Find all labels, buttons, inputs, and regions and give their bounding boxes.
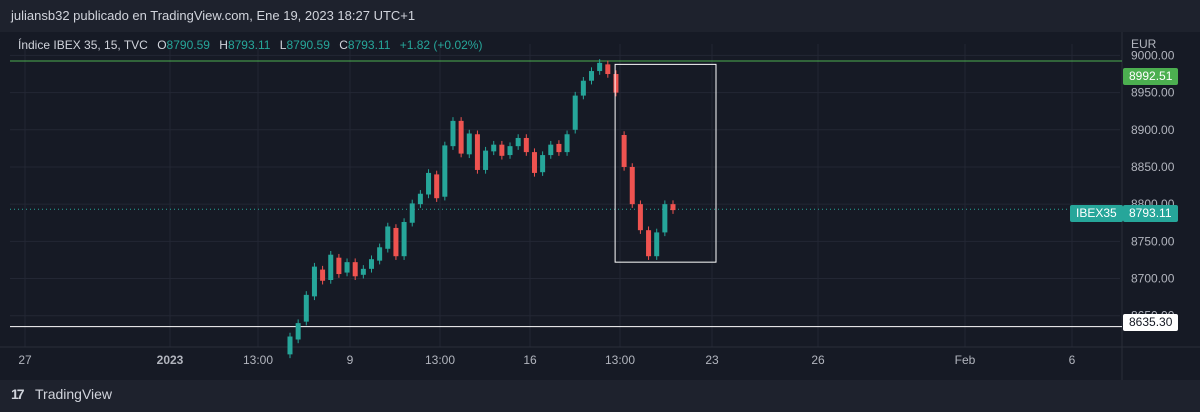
candle-body [605, 64, 611, 75]
candle-body [442, 145, 448, 197]
resistance-price-tag: 8992.51 [1123, 68, 1179, 85]
candle-body [629, 166, 635, 205]
candle-body [556, 143, 562, 153]
candle-body [654, 232, 660, 257]
last-price-tag: 8793.11 [1123, 205, 1178, 222]
candle-body [434, 174, 440, 199]
tradingview-brand[interactable]: 17 TradingView [11, 386, 112, 402]
x-tick-label: 9 [347, 353, 354, 367]
symbol-tag: IBEX35 [1070, 205, 1123, 222]
candle-body [393, 227, 399, 257]
candle-body [368, 259, 374, 269]
publish-header: juliansb32 publicado en TradingView.com,… [0, 0, 1200, 32]
candle-body [523, 137, 529, 153]
x-tick-label: Feb [955, 353, 976, 367]
candle-body [613, 74, 619, 93]
candle-body [531, 152, 537, 173]
candle-body [540, 155, 546, 173]
candle-body [287, 336, 293, 355]
candle-body [572, 95, 578, 130]
candle-body [646, 230, 652, 257]
brand-label: TradingView [35, 386, 113, 402]
candle-body [474, 134, 480, 170]
highlight-box [614, 63, 717, 263]
price-chart[interactable]: 8650.008700.008750.008800.008850.008900.… [0, 0, 1200, 380]
candle-body [483, 150, 489, 170]
candle-body [426, 172, 432, 195]
legend-open-value: 8790.59 [166, 38, 210, 52]
candle-body [670, 204, 676, 211]
candle-body [352, 262, 358, 277]
candle-body [466, 133, 472, 155]
candle-body [507, 146, 513, 156]
y-tick-label: 8850.00 [1131, 160, 1175, 174]
x-tick-label: 13:00 [605, 353, 635, 367]
x-tick-label: 13:00 [243, 353, 273, 367]
candle-body [377, 247, 383, 261]
candle-body [328, 254, 334, 280]
candle-body [662, 204, 668, 233]
candle-body [311, 266, 317, 297]
tradingview-logo-icon: 17 [11, 386, 25, 402]
candle-body [499, 144, 505, 156]
footer-bar [0, 380, 1200, 412]
chart-pane[interactable] [0, 32, 1200, 380]
legend-change: +1.82 (+0.02%) [399, 38, 483, 52]
candle-body [621, 135, 627, 167]
support-price-tag: 8635.30 [1123, 314, 1179, 331]
legend-high-value: 8793.11 [227, 38, 271, 52]
legend-close-value: 8793.11 [347, 38, 391, 52]
candle-body [450, 120, 456, 147]
candle-body [336, 257, 342, 275]
y-tick-label: 8900.00 [1131, 123, 1175, 137]
legend-low-value: 8790.59 [286, 38, 330, 52]
currency-label: EUR [1131, 37, 1157, 51]
candle-body [589, 71, 595, 81]
x-tick-label: 23 [705, 353, 719, 367]
y-tick-label: 8700.00 [1131, 272, 1175, 286]
candle-body [320, 269, 326, 281]
candle-body [409, 203, 415, 223]
x-tick-label: 2023 [157, 353, 184, 367]
candle-body [295, 323, 301, 340]
candle-body [360, 268, 366, 275]
candle-body [491, 144, 497, 152]
candle-body [564, 134, 570, 153]
candle-body [548, 144, 554, 156]
x-tick-label: 26 [811, 353, 825, 367]
candle-body [515, 137, 521, 147]
candle-body [637, 204, 643, 231]
candle-body [401, 222, 407, 257]
candle-body [385, 226, 391, 249]
legend-symbol: Índice IBEX 35, 15, TVC [18, 38, 148, 52]
legend-close-label: C [339, 38, 348, 52]
legend-high-label: H [219, 38, 228, 52]
candle-body [458, 120, 464, 154]
legend-open-label: O [157, 38, 167, 52]
y-tick-label: 8750.00 [1131, 234, 1175, 248]
y-tick-label: 8950.00 [1131, 86, 1175, 100]
candle-body [303, 294, 309, 322]
x-tick-label: 13:00 [425, 353, 455, 367]
legend-low-label: L [279, 38, 287, 52]
candle-body [417, 193, 423, 205]
candle-body [344, 262, 350, 273]
x-tick-label: 16 [523, 353, 537, 367]
candle-body [597, 62, 603, 72]
ohlc-legend: Índice IBEX 35, 15, TVC O8790.59 H8793.1… [18, 38, 482, 52]
candle-body [580, 80, 586, 96]
y-tick-label: 9000.00 [1131, 48, 1175, 62]
x-tick-label: 6 [1069, 353, 1076, 367]
publish-info: juliansb32 publicado en TradingView.com,… [11, 8, 416, 23]
x-tick-label: 27 [18, 353, 32, 367]
